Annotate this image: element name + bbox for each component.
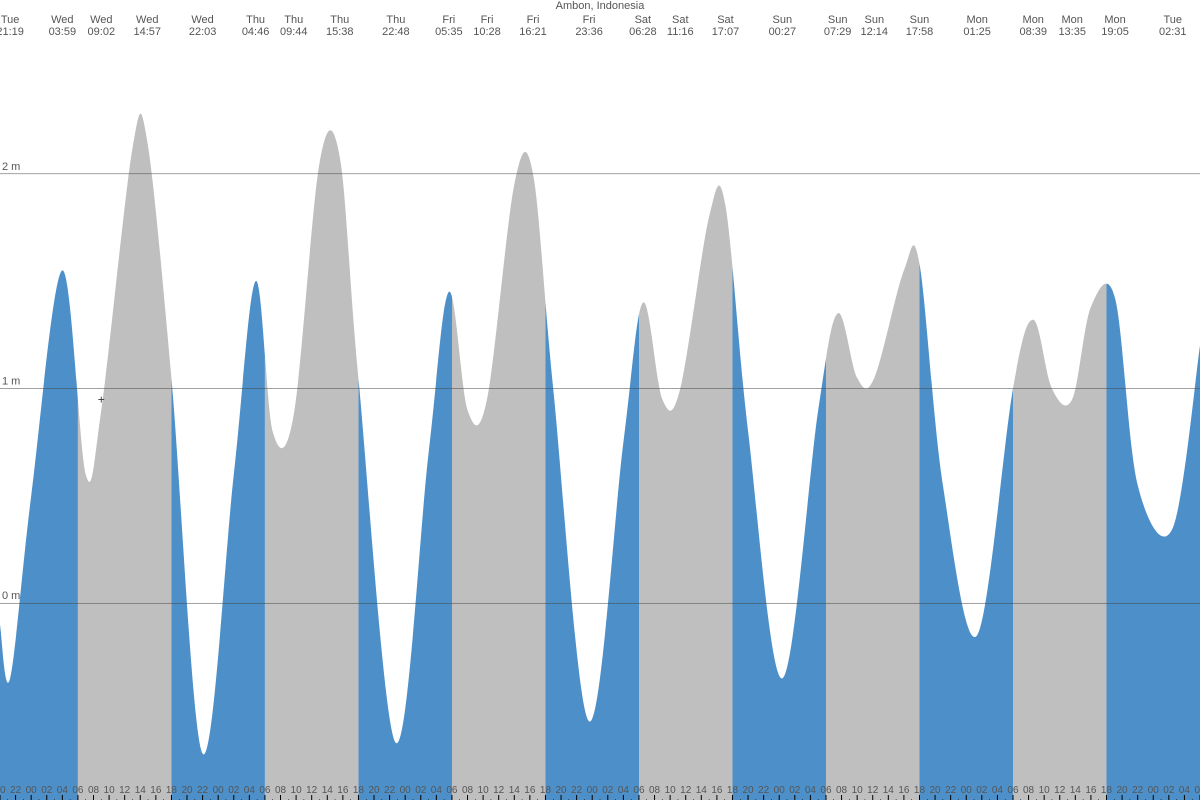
- x-axis-label: 20: [742, 785, 754, 796]
- y-axis-label: 1 m: [2, 376, 20, 388]
- x-axis-label: 16: [1085, 785, 1097, 796]
- x-axis-label: 20: [368, 785, 380, 796]
- x-axis-label: 06: [446, 785, 458, 796]
- x-axis-label: 20: [555, 785, 567, 796]
- x-axis-label: 14: [1070, 785, 1082, 796]
- x-axis-label: 20: [0, 785, 6, 796]
- x-axis-label: 20: [930, 785, 942, 796]
- now-marker: +: [98, 392, 105, 406]
- x-axis-label: 00: [961, 785, 973, 796]
- x-axis-label: 14: [322, 785, 334, 796]
- x-axis-label: 16: [150, 785, 162, 796]
- x-axis-label: 08: [836, 785, 848, 796]
- x-axis-label: 02: [41, 785, 53, 796]
- x-axis-label: 04: [431, 785, 443, 796]
- x-axis-label: 22: [197, 785, 209, 796]
- x-axis-label: 12: [306, 785, 318, 796]
- chart-canvas: 0 m1 m2 m+202200020406081012141618202200…: [0, 0, 1200, 800]
- x-axis-label: 00: [26, 785, 38, 796]
- x-axis-label: 16: [898, 785, 910, 796]
- x-axis-label: 18: [1101, 785, 1113, 796]
- x-axis-label: 04: [992, 785, 1004, 796]
- x-axis-label: 20: [1117, 785, 1129, 796]
- x-axis-label: 22: [758, 785, 770, 796]
- x-axis-label: 18: [353, 785, 365, 796]
- x-axis-label: 02: [415, 785, 427, 796]
- x-axis-label: 02: [1163, 785, 1175, 796]
- x-axis-label: 04: [57, 785, 69, 796]
- x-axis-label: 00: [774, 785, 786, 796]
- x-axis-label: 20: [181, 785, 193, 796]
- x-axis-label: 22: [945, 785, 957, 796]
- x-axis-label: 16: [524, 785, 536, 796]
- x-axis-label: 00: [587, 785, 599, 796]
- x-axis-label: 06: [259, 785, 271, 796]
- x-axis-label: 08: [1023, 785, 1035, 796]
- x-axis-label: 16: [337, 785, 349, 796]
- x-axis-label: 10: [104, 785, 116, 796]
- x-axis-label: 08: [88, 785, 100, 796]
- x-axis-label: 12: [119, 785, 131, 796]
- x-axis-label: 14: [696, 785, 708, 796]
- x-axis-label: 04: [618, 785, 630, 796]
- x-axis-label: 12: [493, 785, 505, 796]
- x-axis-label: 12: [680, 785, 692, 796]
- x-axis-label: 06: [1194, 785, 1200, 796]
- y-axis-label: 0 m: [2, 590, 20, 602]
- x-axis-label: 06: [1007, 785, 1019, 796]
- x-axis-label: 12: [867, 785, 879, 796]
- x-axis-label: 10: [665, 785, 677, 796]
- x-axis-label: 00: [213, 785, 225, 796]
- x-axis-label: 06: [820, 785, 832, 796]
- x-axis-label: 04: [805, 785, 817, 796]
- x-axis-label: 10: [852, 785, 864, 796]
- x-axis-label: 14: [883, 785, 895, 796]
- y-axis-label: 2 m: [2, 161, 20, 173]
- x-axis-label: 10: [1039, 785, 1051, 796]
- x-axis-label: 02: [789, 785, 801, 796]
- x-axis-label: 04: [244, 785, 256, 796]
- x-axis-label: 12: [1054, 785, 1066, 796]
- x-axis-label: 08: [275, 785, 287, 796]
- x-axis-label: 18: [166, 785, 178, 796]
- x-axis-label: 22: [1132, 785, 1144, 796]
- x-axis-label: 22: [571, 785, 583, 796]
- x-axis-label: 06: [72, 785, 84, 796]
- tide-chart: Ambon, Indonesia Tue21:19Wed03:59Wed09:0…: [0, 0, 1200, 800]
- x-axis-label: 10: [478, 785, 490, 796]
- x-axis-label: 00: [1148, 785, 1160, 796]
- x-axis-label: 18: [727, 785, 739, 796]
- x-axis-label: 04: [1179, 785, 1191, 796]
- x-axis-label: 14: [509, 785, 521, 796]
- x-axis-label: 08: [649, 785, 661, 796]
- x-axis-label: 16: [711, 785, 723, 796]
- x-axis-label: 02: [602, 785, 614, 796]
- x-axis-label: 18: [540, 785, 552, 796]
- x-axis-label: 02: [228, 785, 240, 796]
- x-axis-label: 14: [135, 785, 147, 796]
- x-axis-label: 06: [633, 785, 645, 796]
- x-axis-label: 22: [10, 785, 22, 796]
- x-axis-label: 22: [384, 785, 396, 796]
- x-axis-label: 00: [400, 785, 412, 796]
- x-axis-label: 02: [976, 785, 988, 796]
- x-axis-label: 18: [914, 785, 926, 796]
- x-axis-label: 10: [291, 785, 303, 796]
- x-axis-label: 08: [462, 785, 474, 796]
